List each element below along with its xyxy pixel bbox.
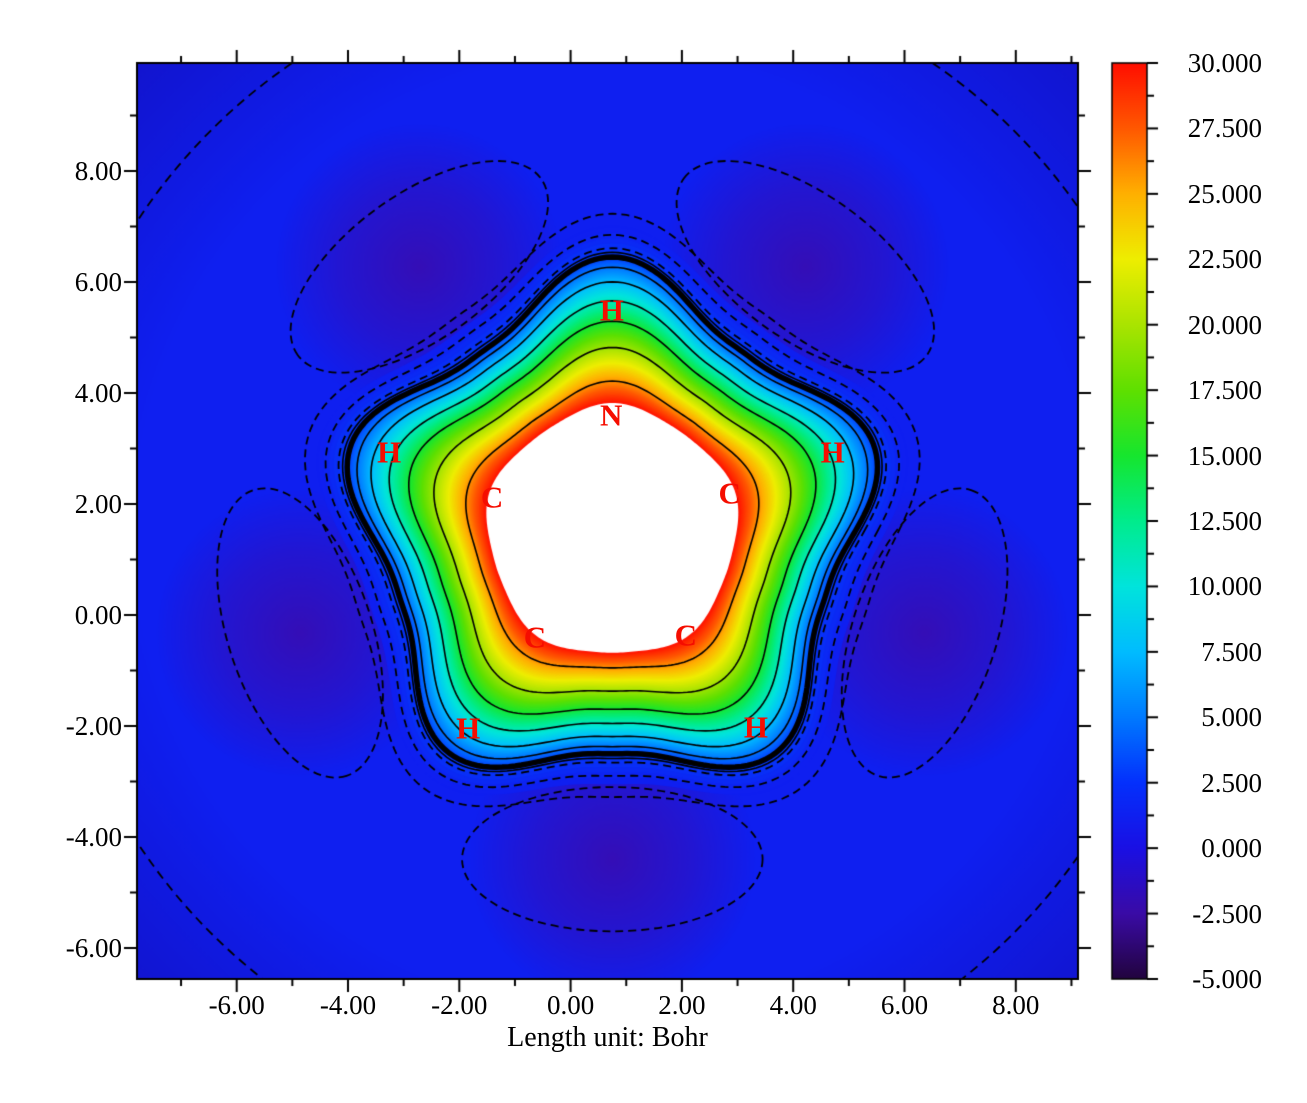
colorbar-tick-label: 7.500: [1201, 636, 1262, 667]
x-tick-label: 4.00: [769, 990, 817, 1020]
colorbar-tick-label: 20.000: [1187, 309, 1262, 340]
colorbar-tick-label: 10.000: [1187, 571, 1262, 602]
colorbar-tick-label: -2.500: [1192, 898, 1262, 929]
atom-label-n: N: [600, 397, 623, 433]
colorbar-tick-label: 25.000: [1187, 178, 1262, 209]
colorbar-tick-label: 12.500: [1187, 506, 1262, 536]
y-tick-label: 0.00: [74, 600, 122, 630]
atom-label-c: C: [674, 617, 697, 653]
x-tick-label: 6.00: [880, 990, 929, 1020]
colorbar-tick-label: 5.000: [1201, 702, 1262, 733]
atom-label-c: C: [523, 619, 547, 655]
atom-label-c: C: [718, 475, 741, 511]
atom-label-h: H: [456, 710, 481, 746]
y-tick-label: -4.00: [65, 822, 122, 852]
colorbar-tick-label: 0.000: [1201, 833, 1262, 864]
colorbar-tick-label: -5.000: [1192, 964, 1262, 994]
colorbar-tick-label: 22.500: [1187, 244, 1262, 275]
colorbar-tick-label: 27.500: [1187, 113, 1262, 144]
y-tick-label: -2.00: [65, 711, 122, 741]
atom-label-h: H: [599, 292, 624, 328]
y-tick-label: -6.00: [65, 933, 122, 963]
x-tick-label: 2.00: [658, 990, 706, 1020]
colorbar-tick-label: 15.000: [1187, 440, 1262, 471]
atom-label-h: H: [377, 434, 402, 470]
y-tick-label: 6.00: [74, 267, 122, 297]
y-tick-label: 8.00: [74, 156, 122, 186]
x-tick-label: -6.00: [208, 990, 265, 1020]
x-axis-title: Length unit: Bohr: [507, 1022, 708, 1053]
y-tick-label: 4.00: [74, 378, 122, 408]
x-tick-label: 8.00: [992, 990, 1040, 1020]
colorbar-tick-label: 17.500: [1187, 375, 1262, 406]
atom-label-h: H: [820, 434, 845, 470]
x-tick-label: -2.00: [431, 990, 488, 1020]
x-tick-label: -4.00: [319, 990, 377, 1020]
x-tick-label: 0.00: [546, 990, 595, 1020]
colorbar-tick-label: 30.000: [1187, 48, 1262, 78]
y-tick-label: 2.00: [74, 489, 122, 519]
colorbar-tick-label: 2.500: [1201, 767, 1262, 798]
atom-label-h: H: [743, 709, 768, 745]
atom-label-c: C: [480, 479, 504, 515]
